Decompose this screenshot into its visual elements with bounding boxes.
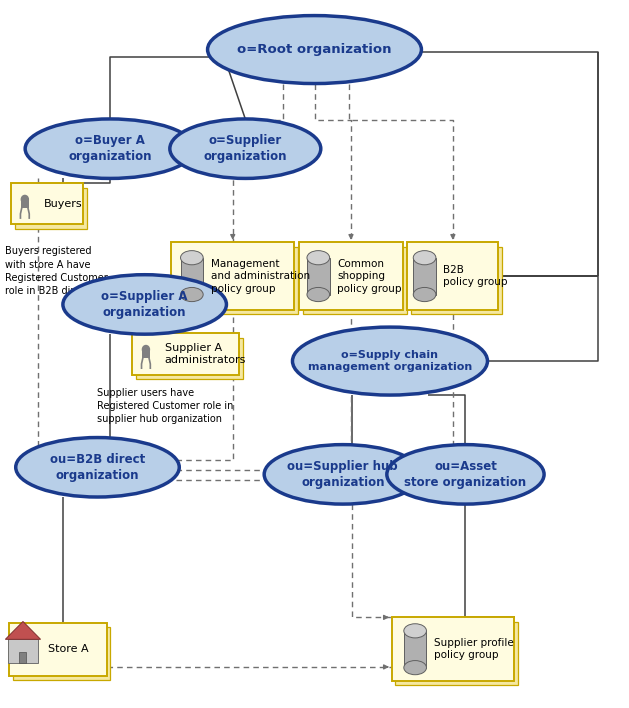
Text: Supplier profile
policy group: Supplier profile policy group [434, 638, 514, 661]
FancyBboxPatch shape [13, 627, 111, 680]
FancyBboxPatch shape [303, 247, 407, 314]
FancyBboxPatch shape [142, 350, 150, 358]
Text: o=Supply chain
management organization: o=Supply chain management organization [308, 350, 472, 372]
Ellipse shape [404, 661, 426, 675]
Ellipse shape [404, 624, 426, 638]
FancyBboxPatch shape [175, 247, 298, 314]
FancyBboxPatch shape [391, 617, 515, 681]
FancyBboxPatch shape [181, 258, 203, 295]
Ellipse shape [264, 445, 421, 504]
Text: ou=Asset
store organization: ou=Asset store organization [404, 460, 526, 489]
FancyBboxPatch shape [14, 188, 87, 229]
FancyBboxPatch shape [408, 242, 499, 310]
FancyBboxPatch shape [21, 200, 29, 208]
Text: o=Buyer A
organization: o=Buyer A organization [69, 135, 152, 163]
Ellipse shape [170, 119, 321, 178]
Text: Management
and administration
policy group: Management and administration policy gro… [211, 258, 310, 294]
Text: B2B
policy group: B2B policy group [443, 265, 508, 287]
Text: Buyers registered
with store A have
Registered Customer
role in B2B direct: Buyers registered with store A have Regi… [5, 246, 108, 296]
FancyBboxPatch shape [299, 242, 403, 310]
Ellipse shape [387, 445, 544, 504]
Text: ou=B2B direct
organization: ou=B2B direct organization [50, 453, 145, 481]
Text: Common
shopping
policy group: Common shopping policy group [337, 258, 402, 294]
FancyBboxPatch shape [9, 623, 106, 675]
Ellipse shape [63, 275, 226, 334]
Ellipse shape [413, 287, 436, 302]
Text: ou=Supplier hub
organization: ou=Supplier hub organization [287, 460, 398, 489]
Text: Buyers: Buyers [44, 199, 82, 209]
Ellipse shape [181, 287, 203, 302]
Ellipse shape [181, 251, 203, 265]
Text: Store A: Store A [48, 644, 89, 654]
FancyBboxPatch shape [8, 639, 38, 663]
FancyBboxPatch shape [413, 258, 436, 295]
Ellipse shape [16, 438, 179, 497]
Polygon shape [5, 622, 40, 639]
Text: Supplier A
administrators: Supplier A administrators [165, 343, 246, 365]
Circle shape [21, 195, 28, 203]
FancyBboxPatch shape [411, 247, 503, 314]
FancyBboxPatch shape [132, 333, 239, 375]
Ellipse shape [292, 327, 487, 395]
Text: o=Supplier A
organization: o=Supplier A organization [101, 290, 188, 319]
FancyBboxPatch shape [19, 652, 26, 663]
Ellipse shape [307, 251, 330, 265]
Ellipse shape [307, 287, 330, 302]
FancyBboxPatch shape [395, 622, 518, 685]
FancyBboxPatch shape [404, 631, 426, 668]
FancyBboxPatch shape [136, 338, 243, 379]
Ellipse shape [208, 16, 421, 84]
Circle shape [142, 346, 150, 353]
Text: o=Root organization: o=Root organization [237, 43, 392, 56]
Ellipse shape [413, 251, 436, 265]
FancyBboxPatch shape [11, 183, 83, 224]
Text: o=Supplier
organization: o=Supplier organization [204, 135, 287, 163]
FancyBboxPatch shape [307, 258, 330, 295]
FancyBboxPatch shape [171, 242, 294, 310]
Text: Supplier users have
Registered Customer role in
supplier hub organization: Supplier users have Registered Customer … [97, 388, 234, 424]
Ellipse shape [25, 119, 195, 178]
